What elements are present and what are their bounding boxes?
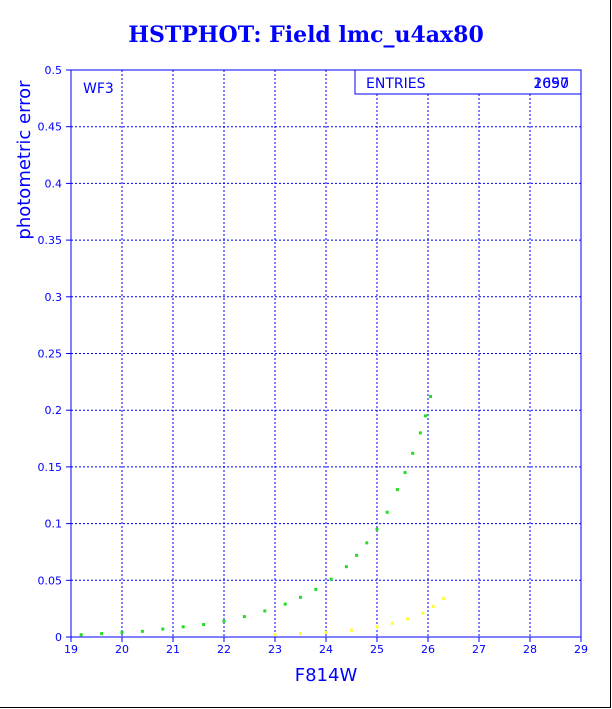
green-data-point	[403, 471, 407, 475]
green-data-point	[140, 629, 144, 633]
x-tick-label: 19	[64, 643, 78, 656]
green-data-point	[283, 602, 287, 606]
yellow-data-point	[299, 632, 302, 636]
green-data-point	[429, 395, 433, 399]
green-data-point	[100, 632, 104, 636]
x-tick-label: 23	[268, 643, 282, 656]
green-data-point	[375, 527, 379, 531]
stats-box	[354, 69, 582, 95]
green-data-point	[263, 609, 267, 613]
x-tick-label: 26	[421, 643, 435, 656]
yellow-data-point	[441, 596, 445, 600]
x-tick-label: 20	[115, 643, 129, 656]
y-axis-ticks: 0 0.05 0.1 0.15 0.2 0.25 0.3 0.35 0.4 0.45 0.5	[38, 64, 71, 644]
x-tick-label: 28	[523, 643, 537, 656]
green-data-point	[411, 451, 415, 455]
green-data-point	[299, 595, 302, 599]
green-data-point	[314, 587, 318, 591]
y-tick-label: 0.1	[45, 518, 63, 531]
x-tick-label: 24	[319, 643, 333, 656]
yellow-data-point	[273, 633, 277, 637]
y-tick-label: 0.25	[38, 348, 63, 361]
stats-value-a: 2097	[533, 76, 569, 92]
x-tick-label: 22	[217, 643, 231, 656]
y-tick-label: 0.2	[45, 404, 63, 417]
yellow-data-point	[431, 604, 435, 608]
green-data-point	[395, 488, 399, 492]
chart-title: HSTPHOT: Field lmc_u4ax80	[128, 22, 484, 48]
y-tick-label: 0.45	[38, 121, 63, 134]
green-data-point	[418, 431, 422, 435]
yellow-series-points	[273, 596, 445, 637]
x-axis-ticks: 19 20 21 22 23 24 25 26 27 28 29	[64, 637, 588, 656]
x-tick-label: 21	[166, 643, 180, 656]
y-tick-label: 0.15	[38, 461, 63, 474]
green-data-point	[202, 623, 206, 627]
green-data-point	[365, 541, 369, 545]
y-tick-label: 0.3	[45, 291, 63, 304]
stats-value-b: 1650	[533, 76, 569, 92]
y-tick-label: 0.35	[38, 234, 63, 247]
yellow-data-point	[350, 628, 353, 632]
green-data-point	[79, 633, 83, 637]
green-data-point	[344, 565, 348, 569]
yellow-data-point	[390, 621, 394, 625]
x-tick-label: 29	[574, 643, 588, 656]
yellow-data-point	[375, 625, 379, 629]
stats-label: ENTRIES	[366, 76, 426, 92]
green-data-point	[181, 625, 185, 629]
grid-layer	[71, 70, 581, 637]
yellow-data-point	[406, 617, 410, 621]
y-tick-label: 0	[55, 631, 62, 644]
y-tick-label: 0.4	[45, 177, 63, 190]
y-axis-title: photometric error	[14, 80, 35, 240]
green-data-point	[329, 577, 333, 581]
yellow-data-point	[421, 611, 425, 615]
green-data-point	[161, 627, 165, 631]
y-tick-label: 0.05	[38, 574, 63, 587]
green-data-point	[242, 615, 246, 619]
green-data-point	[120, 630, 124, 634]
green-data-point	[385, 510, 389, 514]
y-tick-label: 0.5	[45, 64, 63, 77]
green-data-point	[423, 414, 427, 418]
green-data-point	[355, 553, 359, 557]
green-data-point	[222, 619, 226, 623]
x-tick-label: 25	[370, 643, 384, 656]
x-tick-label: 27	[472, 643, 486, 656]
panel-label: WF3	[83, 81, 114, 97]
green-series-points	[79, 395, 433, 637]
x-axis-title: F814W	[295, 665, 358, 686]
yellow-data-point	[324, 630, 328, 634]
